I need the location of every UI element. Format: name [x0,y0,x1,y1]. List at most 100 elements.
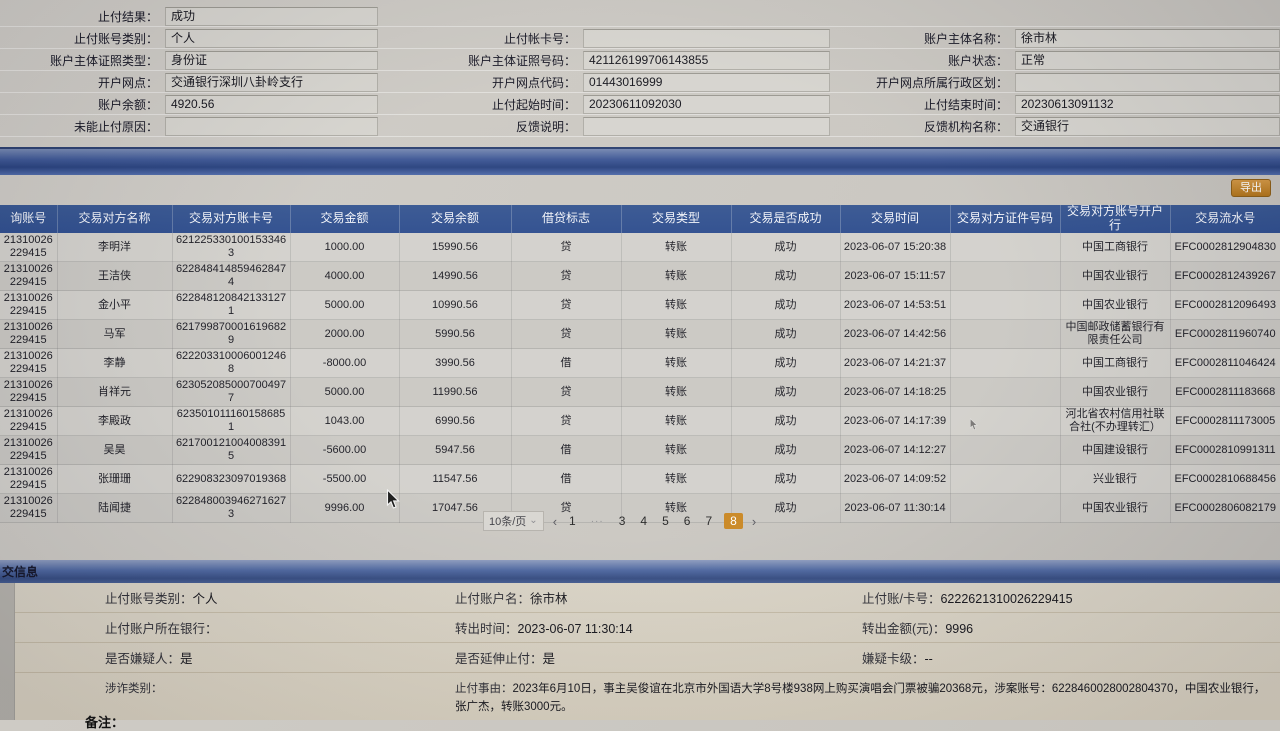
table-cell: 中国工商银行 [1060,348,1171,378]
table-cell: 贷 [511,406,622,436]
table-cell: 成功 [731,406,841,436]
table-cell: 11547.56 [399,464,512,494]
table-cell: 2023-06-07 15:11:57 [840,261,951,291]
field-value: 2023年6月10日，事主吴俊谊在北京市外国语大学8号楼938网上购买演唱会门票… [455,683,1266,713]
table-cell: 李明洋 [57,233,173,262]
table-header-cell: 询账号 [0,205,58,233]
table-cell: -5600.00 [290,435,400,465]
table-cell: 转账 [621,493,732,523]
next-page-button[interactable]: › [751,513,757,529]
section-title: 交信息 [2,565,39,579]
form-field: 开户网点： 交通银行深圳八卦岭支行 [0,71,378,93]
form-field: 止付账号类别： 个人 [0,27,378,49]
table-cell: 21310026229415 [0,290,58,320]
field-value: 4920.56 [165,94,378,114]
form-column: 止付结果： 成功 止付账号类别： 个人 账户主体证照类型： 身份证 开户网点： 交通银行深圳八… [0,5,378,137]
field-label: 止付结束时间： [923,97,1008,112]
table-cell: EFC0002810688456 [1170,464,1280,494]
page-button[interactable]: 5 [662,514,669,528]
table-cell: 2023-06-07 14:53:51 [840,290,951,320]
table-cell: 成功 [731,261,841,291]
table-cell: 贷 [511,319,622,349]
prev-page-button[interactable]: ‹ [552,513,558,529]
table-cell: 借 [511,348,622,378]
table-cell: 10990.56 [399,290,512,320]
section-divider-bar [0,147,1280,175]
table-cell: 21310026229415 [0,435,58,465]
table-cell: 贷 [511,377,622,407]
form-field: 账户主体证照类型： 身份证 [0,49,378,71]
transaction-table: 询账号 交易对方名称 交易对方账卡号 交易金额 交易余额 借贷标志 交易类型 交易是否成功 交易… [0,204,1280,523]
page-size-select[interactable]: 10条/页 ⌄ [483,511,544,531]
table-row: 21310026229415 肖祥元 6230520850007004977 5000… [0,377,1280,407]
field-label: 止付事由： [455,683,513,695]
form-field: 止付帐卡号： [378,27,830,49]
pagination: 10条/页 ⌄ ‹ 1 ··· 3 4 5 6 7 8 › [483,511,758,531]
form-field: 止付账/卡号：6222621310026229415 [862,588,1280,608]
table-cell: 21310026229415 [0,493,58,523]
table-cell: 转账 [621,464,732,494]
table-cell: 2023-06-07 14:09:52 [840,464,951,494]
field-label: 开户网点代码： [491,75,576,90]
table-cell: 5000.00 [290,290,400,320]
form-field: 未能止付原因： [0,115,378,137]
table-cell: 2023-06-07 14:21:37 [840,348,951,378]
field-value: 正常 [1015,50,1280,70]
field-label: 止付账号类别： [73,31,158,46]
table-cell: 吴昊 [57,435,173,465]
page-button[interactable]: 8 [724,513,743,529]
table-cell: 借 [511,435,622,465]
table-cell: 李静 [57,348,173,378]
page-button[interactable]: 1 [569,514,576,528]
table-row: 21310026229415 李殿政 6235010111601586851 1043… [0,406,1280,436]
stop-reason-field: 止付事由：2023年6月10日，事主吴俊谊在北京市外国语大学8号楼938网上购买… [455,679,1280,715]
table-header-cell: 交易对方账号开户行 [1060,204,1171,233]
field-label: 账户状态： [947,53,1008,68]
page-button[interactable]: 6 [683,514,691,528]
table-cell [950,435,1061,465]
bottom-detail-rows: 止付账号类别：个人 止付账户名：徐市林 止付账/卡号：622262131002622… [0,583,1280,673]
chevron-down-icon: ⌄ [529,515,538,526]
form-field: 账户主体名称： 徐市林 [830,27,1280,49]
page-button[interactable]: 4 [640,514,648,528]
table-header-cell: 交易流水号 [1170,205,1280,233]
table-cell: 中国农业银行 [1060,290,1171,320]
table-cell [950,290,1061,320]
form-field: 止付起始时间： 20230611092030 [378,93,830,115]
field-label: 是否延伸止付： [455,651,543,666]
table-cell: 成功 [731,233,841,262]
page-button[interactable]: 7 [705,514,713,528]
form-field: 止付结束时间： 20230613091132 [830,93,1280,115]
field-label: 反馈机构名称： [923,119,1008,134]
table-row: 21310026229415 李静 6222033100060012468 -8000… [0,348,1280,378]
table-row: 21310026229415 王洁侠 6228484148594628474 4000… [0,261,1280,291]
table-cell: 转账 [621,348,732,378]
field-label: 嫌疑卡级： [862,651,925,666]
table-cell: 2023-06-07 11:30:14 [840,493,951,523]
table-head: 询账号 交易对方名称 交易对方账卡号 交易金额 交易余额 借贷标志 交易类型 交易是否成功 交易… [0,204,1280,233]
export-button[interactable]: 导出 [1231,179,1271,197]
table-header-cell: 交易对方名称 [57,205,173,233]
field-label: 止付结果： [97,9,158,24]
table-body: 21310026229415 李明洋 6212253301001533463 1000… [0,233,1280,523]
table-cell: 成功 [731,493,841,523]
table-cell: 21310026229415 [0,233,58,262]
table-cell: 14990.56 [399,261,512,291]
table-cell: 1043.00 [290,406,400,436]
table-cell: -5500.00 [290,464,400,494]
table-cell: 6235010111601586851 [172,406,291,436]
field-label: 开户网点： [97,75,158,90]
table-cell: 成功 [731,377,841,407]
table-cell: 2023-06-07 14:12:27 [840,435,951,465]
table-row: 21310026229415 马军 6217998700016196829 2000.… [0,319,1280,349]
table-cell: 1000.00 [290,233,400,262]
table-cell: 21310026229415 [0,319,58,349]
field-value [165,116,378,136]
table-cell: 6228484148594628474 [172,261,291,291]
field-label: 止付账户所在银行： [105,621,218,636]
field-label: 账户主体证照类型： [49,53,158,68]
page-button[interactable]: 3 [618,514,626,528]
table-cell: 21310026229415 [0,261,58,291]
field-label: 转出时间： [455,621,518,636]
table-cell: 11990.56 [399,377,512,407]
